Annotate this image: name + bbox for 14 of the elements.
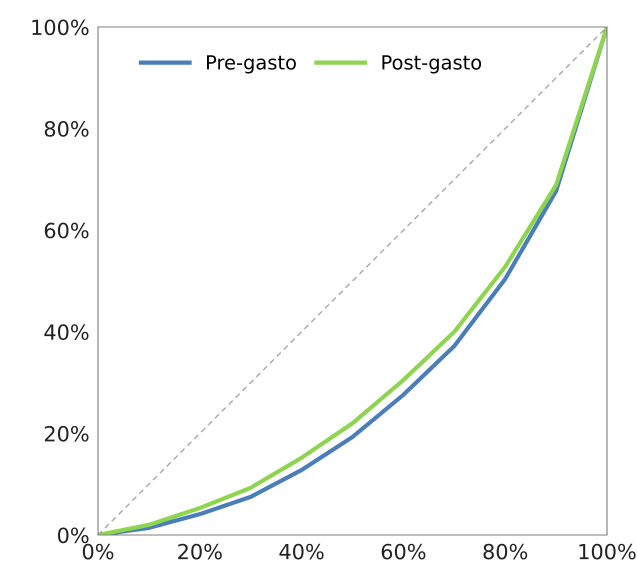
x-tick-label: 40% (279, 544, 324, 560)
x-tick-label: 20% (178, 544, 222, 560)
legend-label: Pre-gasto (207, 55, 296, 74)
y-tick-label: 20% (44, 426, 89, 442)
y-tick-label: 0% (58, 527, 89, 544)
y-tick-label: 100% (32, 19, 89, 36)
y-tick-label: 40% (44, 324, 89, 340)
x-tick-label: 100% (580, 544, 636, 560)
x-tick-label: 60% (382, 544, 426, 560)
legend-label: Post-gasto (382, 55, 482, 74)
x-tick-label: 0% (82, 544, 114, 560)
x-tick-label: 80% (483, 544, 528, 560)
y-tick-label: 60% (44, 222, 89, 238)
y-tick-label: 80% (44, 121, 89, 137)
